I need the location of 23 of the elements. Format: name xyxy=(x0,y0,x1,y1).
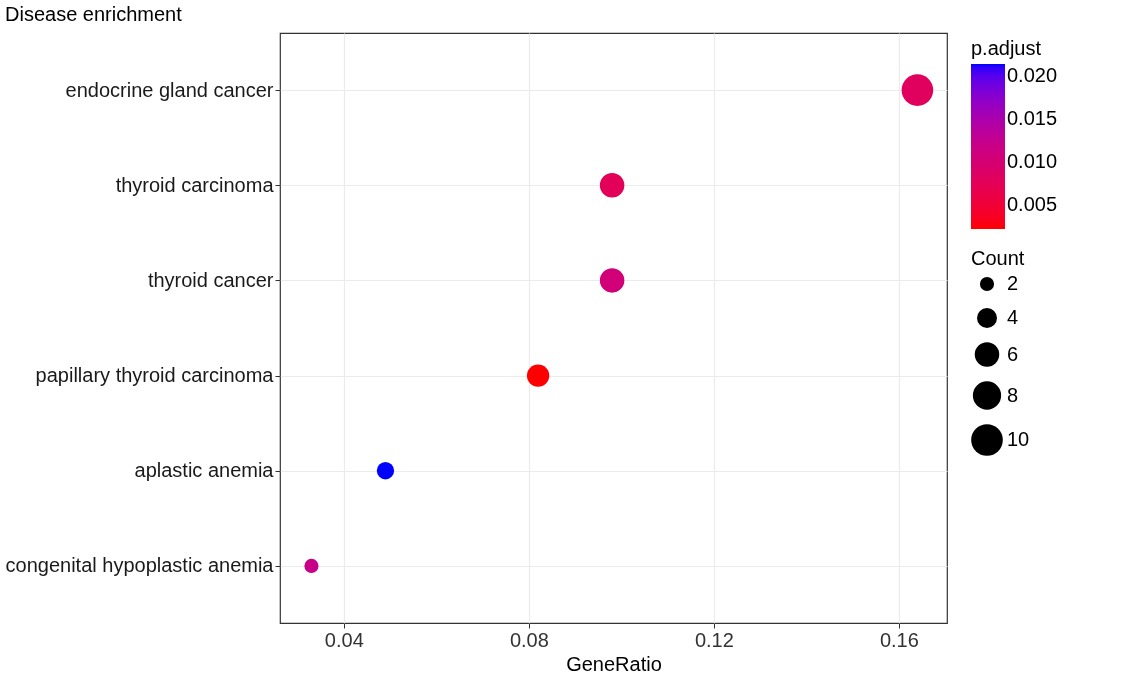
color-bar-title: p.adjust xyxy=(971,37,1042,59)
x-tick-label: 0.16 xyxy=(879,628,919,651)
legend-label: 4 xyxy=(1007,306,1019,328)
x-axis-title: GeneRatio xyxy=(566,652,662,675)
legend-label: 10 xyxy=(1007,428,1030,450)
x-tick-label: 0.12 xyxy=(694,628,734,651)
y-tick-label: thyroid cancer xyxy=(147,268,274,291)
legend-label: 2 xyxy=(1007,272,1019,294)
y-tick-label: endocrine gland cancer xyxy=(65,78,274,101)
text: Disease enrichment xyxy=(5,3,183,25)
x-tick-label: 0.04 xyxy=(324,628,364,651)
color-bar-label: 0.020 xyxy=(1007,64,1058,87)
color-bar-label: 0.005 xyxy=(1007,192,1058,215)
color-bar-label: 0.010 xyxy=(1007,149,1058,172)
y-tick-label: thyroid carcinoma xyxy=(115,173,275,196)
x-tick-label: 0.08 xyxy=(509,628,549,651)
legend-title: Count xyxy=(971,247,1025,269)
color-bar-label: 0.015 xyxy=(1007,107,1058,129)
y-tick-label: papillary thyroid carcinoma xyxy=(35,364,275,387)
y-tick-label: aplastic anemia xyxy=(134,459,275,482)
legend-label: 6 xyxy=(1007,342,1019,365)
y-tick-label: congenital hypoplastic anemia xyxy=(5,554,275,577)
legend-label: 8 xyxy=(1007,383,1019,406)
